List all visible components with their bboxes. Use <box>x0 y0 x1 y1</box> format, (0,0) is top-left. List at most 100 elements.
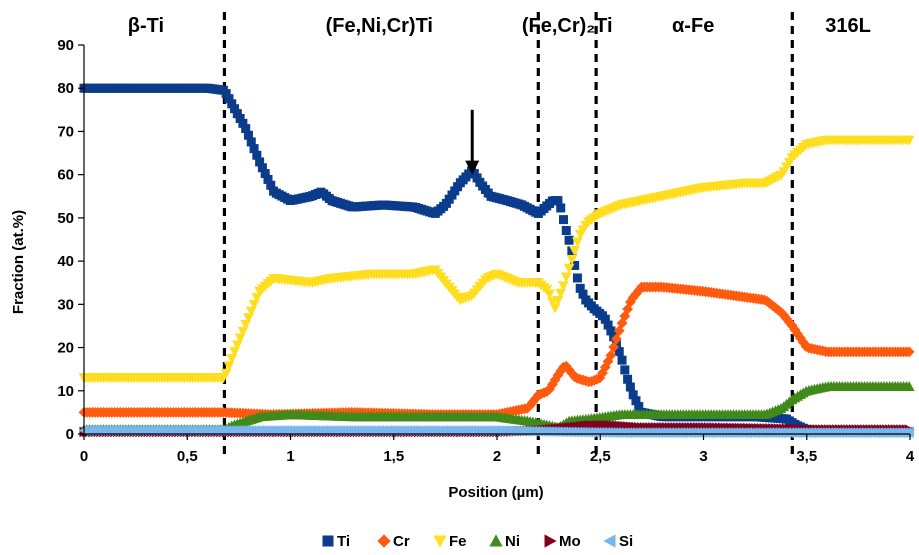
x-tick-label: 1,5 <box>383 448 404 465</box>
legend-label: Ni <box>505 533 520 550</box>
series-ti <box>79 83 914 437</box>
data-series <box>78 83 915 439</box>
axes: 0 10 20 30 40 50 60 70 80 90 0 0,5 1 1,5 2 2,5 3 3,5 4 <box>57 37 915 465</box>
data-point <box>252 150 262 160</box>
x-tick-label: 0 <box>80 448 88 465</box>
data-point <box>561 225 571 235</box>
data-point <box>611 333 622 345</box>
data-point <box>602 355 614 367</box>
legend-marker <box>433 535 447 548</box>
data-point <box>257 163 267 173</box>
data-point <box>903 427 914 439</box>
y-tick-label: 50 <box>57 210 74 227</box>
data-point <box>572 237 583 248</box>
data-point <box>613 325 625 337</box>
legend-marker <box>377 534 391 548</box>
phase-label: (Fe,Cr)₂Ti <box>522 15 613 37</box>
data-point <box>570 260 580 270</box>
y-tick-label: 90 <box>57 37 74 54</box>
legend-label: Ti <box>337 533 350 550</box>
data-point <box>230 104 240 114</box>
data-point <box>792 328 804 340</box>
data-point <box>553 196 563 206</box>
data-point <box>630 288 642 300</box>
data-point <box>558 215 568 225</box>
data-point <box>903 381 915 391</box>
data-point <box>249 144 259 154</box>
data-point <box>566 254 578 265</box>
data-point <box>524 400 536 411</box>
data-point <box>623 374 633 384</box>
x-tick-label: 2 <box>493 448 501 465</box>
data-point <box>603 320 613 330</box>
legend: Ti Cr Fe Ni Mo Si <box>322 533 633 550</box>
y-tick-label: 30 <box>57 296 74 313</box>
data-point <box>224 94 234 104</box>
data-point <box>578 289 588 299</box>
data-point <box>546 379 558 390</box>
data-point <box>620 365 630 375</box>
data-point <box>552 369 564 381</box>
legend-marker <box>544 534 557 548</box>
data-point <box>634 402 644 412</box>
data-point <box>903 346 915 358</box>
legend-item-mo: Mo <box>544 533 581 550</box>
legend-marker <box>322 535 334 547</box>
data-point <box>619 310 631 322</box>
data-point <box>600 314 610 324</box>
data-point <box>614 347 624 357</box>
legend-label: Fe <box>449 533 467 550</box>
legend-item-fe: Fe <box>433 533 467 550</box>
data-point <box>631 396 641 406</box>
data-point <box>625 382 635 392</box>
data-point <box>238 118 248 128</box>
data-point <box>558 281 569 292</box>
data-point <box>795 332 806 344</box>
legend-marker <box>603 534 616 548</box>
data-point <box>569 246 581 257</box>
y-axis-label: Fraction (at.%) <box>10 210 27 314</box>
data-point <box>232 109 242 119</box>
data-point <box>235 113 245 123</box>
legend-marker <box>489 534 503 547</box>
legend-label: Mo <box>559 533 581 550</box>
data-point <box>560 272 572 283</box>
data-point <box>227 99 237 109</box>
x-tick-label: 1 <box>286 448 294 465</box>
data-point <box>775 306 787 318</box>
data-point <box>786 320 798 332</box>
data-point <box>263 174 273 184</box>
series-fe <box>78 135 915 384</box>
y-tick-label: 10 <box>57 383 74 400</box>
legend-item-ti: Ti <box>322 533 350 550</box>
x-tick-label: 0,5 <box>177 448 198 465</box>
phase-label: β-Ti <box>128 15 164 37</box>
data-point <box>903 135 915 146</box>
data-point <box>608 341 620 353</box>
legend-item-ni: Ni <box>489 533 520 550</box>
series-si <box>78 425 914 439</box>
legend-item-si: Si <box>603 533 633 550</box>
legend-label: Cr <box>393 533 410 550</box>
data-point <box>552 296 564 306</box>
y-tick-label: 0 <box>66 426 74 443</box>
legend-label: Si <box>619 533 633 550</box>
data-point <box>255 157 265 167</box>
data-point <box>555 288 567 299</box>
data-point <box>241 124 251 134</box>
phase-label: α-Fe <box>672 15 714 37</box>
data-point <box>246 137 256 147</box>
data-point <box>220 368 232 379</box>
y-tick-label: 80 <box>57 80 74 97</box>
data-point <box>243 130 253 140</box>
x-axis-label: Position (µm) <box>448 484 543 501</box>
data-point <box>564 235 574 245</box>
annotation-arrow <box>465 109 480 175</box>
data-point <box>572 273 582 283</box>
series-cr <box>78 281 915 420</box>
data-point <box>223 361 235 372</box>
legend-item-cr: Cr <box>377 533 410 550</box>
phase-boundaries <box>222 12 794 454</box>
x-tick-label: 3 <box>699 448 707 465</box>
